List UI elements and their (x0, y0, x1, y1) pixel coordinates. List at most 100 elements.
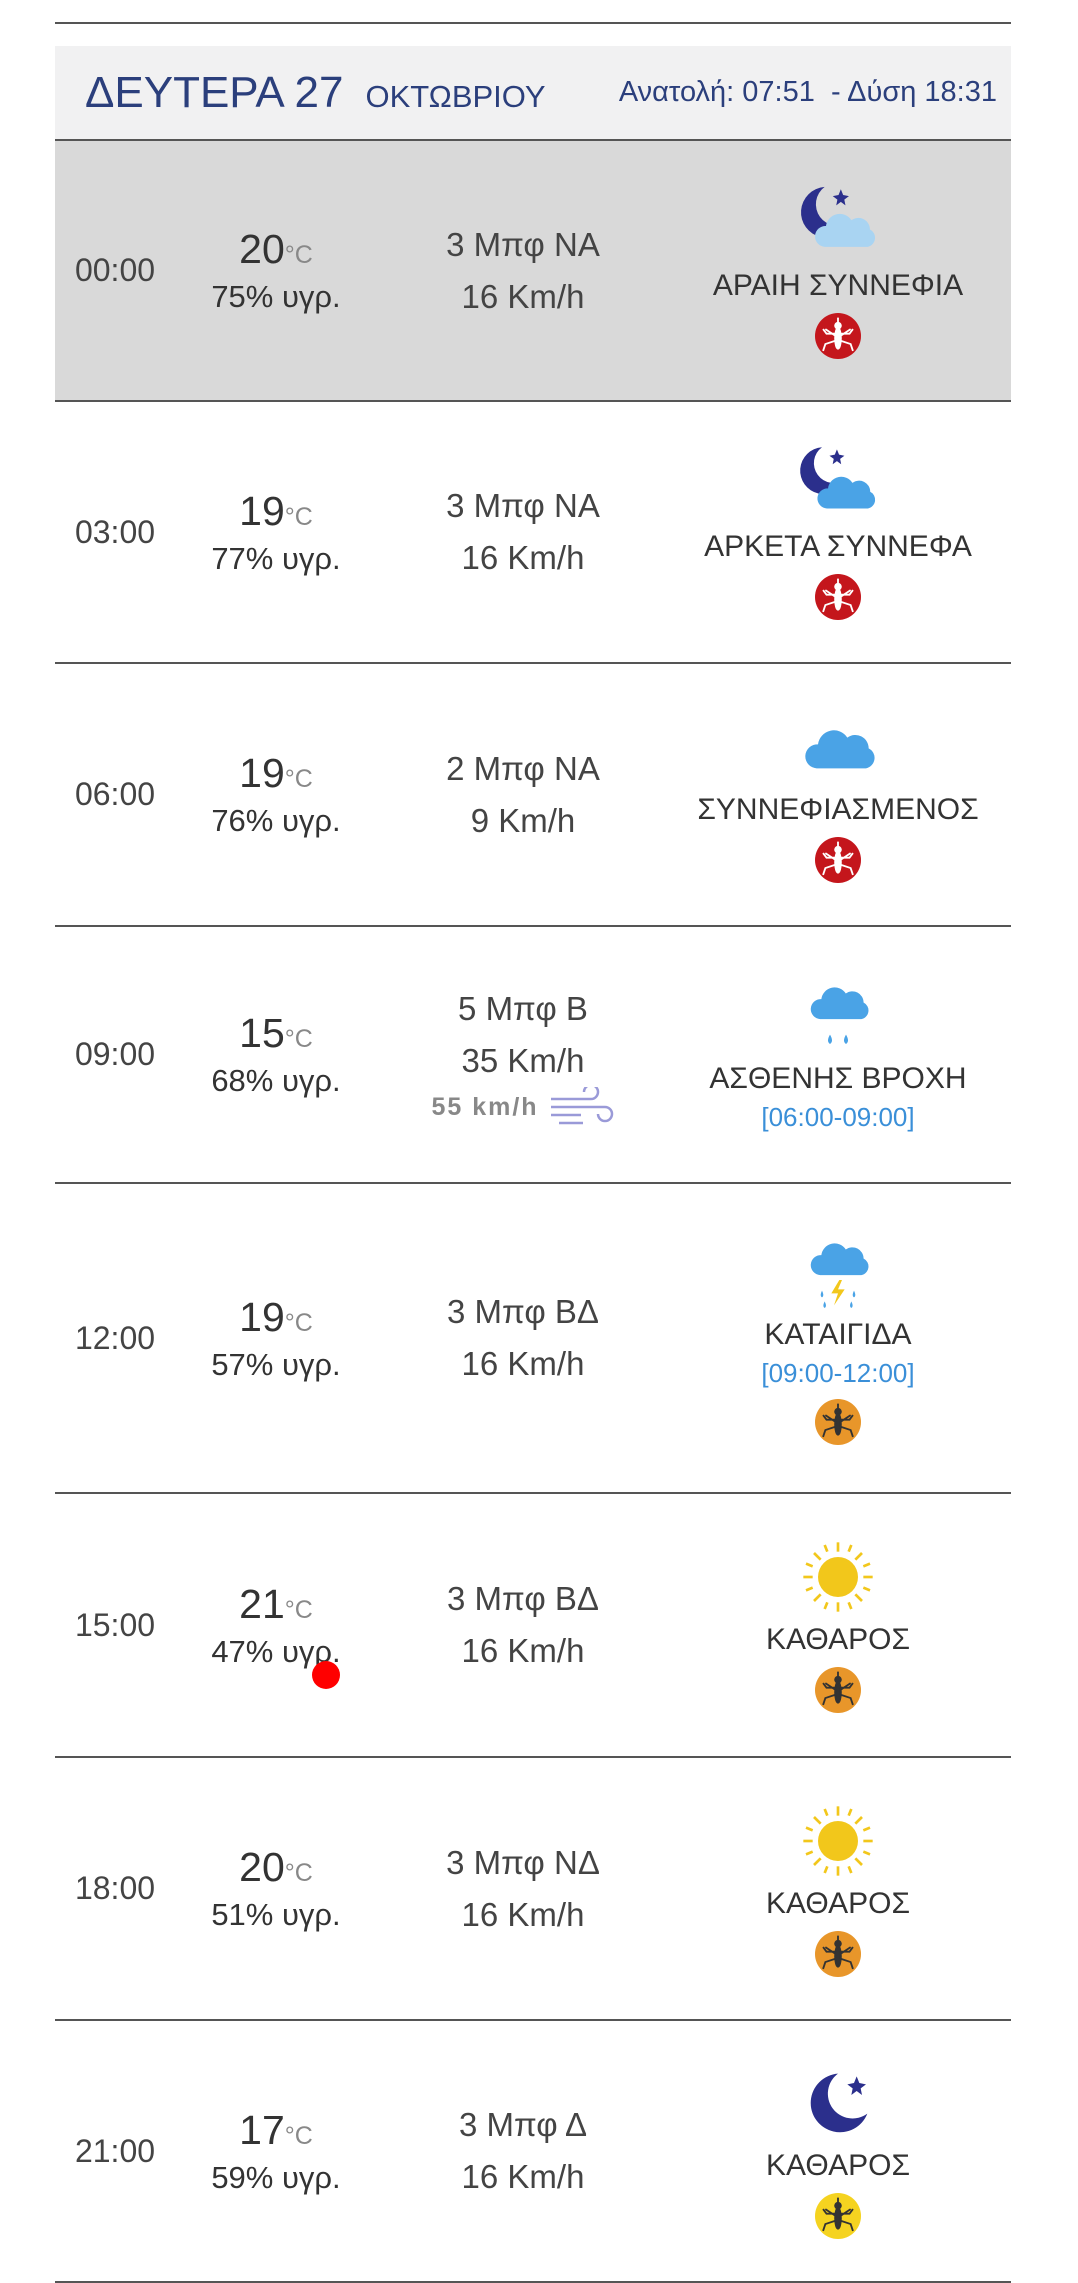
wind-speed: 16 Km/h (461, 2158, 585, 2195)
condition-cell: ΚΑΘΑΡΟΣ (669, 1537, 1007, 1713)
temp-value: 15 (239, 1010, 285, 1056)
temp-value: 17 (239, 2106, 285, 2153)
condition-cell: ΣΥΝΝΕΦΙΑΣΜΕΝΟΣ (669, 707, 1007, 883)
humidity: 59% υγρ. (211, 2159, 341, 2195)
sunrise: Ανατολή: 07:51 (618, 76, 815, 108)
temp-cell: 20°C 75% υγρ. (175, 226, 377, 315)
temp-value: 19 (239, 1293, 285, 1340)
humidity: 51% υγρ. (211, 1897, 341, 1932)
mosquito-badge (815, 574, 861, 620)
condition: ΚΑΘΑΡΟΣ (765, 1623, 911, 1656)
temp-unit: °C (284, 1308, 313, 1337)
humidity: 57% υγρ. (211, 1346, 341, 1382)
temperature: 19°C (239, 488, 313, 535)
wind-speed: 16 Km/h (461, 1632, 585, 1669)
mosquito-badge (815, 312, 861, 359)
mosquito-badge (815, 836, 861, 883)
sun-times: Ανατολή: 07:51 - Δύση 18:31 (619, 76, 997, 109)
time: 12:00 (74, 1319, 156, 1356)
condition-cell: ΑΡΑΙΗ ΣΥΝΝΕΦΙΑ (669, 183, 1007, 359)
gust-speed: 55 km/h (431, 1092, 539, 1121)
temp-unit: °C (284, 241, 313, 269)
time: 09:00 (74, 1036, 156, 1072)
temp-unit: °C (284, 1595, 313, 1624)
day: ΔΕΥΤΕΡΑ 27 (85, 67, 344, 117)
period: [06:00-09:00] (761, 1102, 915, 1132)
temperature: 20°C (239, 1844, 313, 1891)
time: 18:00 (74, 1870, 156, 1906)
temp-unit: °C (284, 502, 313, 531)
temp-cell: 21°C 47% υγρ. (175, 1581, 377, 1689)
time: 15:00 (74, 1606, 156, 1643)
icon-storm (810, 1242, 869, 1308)
forecast-row: 18:00 20°C 51% υγρ. 3 Μπφ ΝΔ 16 Km/h ΚΑΘ… (55, 1758, 1011, 2021)
temp-value: 19 (239, 750, 285, 796)
wind: 2 Μπφ ΝΑ (446, 749, 600, 787)
time: 06:00 (74, 776, 156, 812)
wind-cell: 3 Μπφ Δ 16 Km/h (377, 2099, 669, 2203)
humidity: 68% υγρ. (211, 1063, 341, 1098)
temp-cell: 19°C 76% υγρ. (175, 750, 377, 839)
mosquito-badge (815, 2193, 861, 2239)
condition-cell: ΑΣΘΕΝΗΣ ΒΡΟΧΗ [06:00-09:00] (669, 976, 1007, 1133)
time: 00:00 (74, 252, 156, 288)
wind-cell: 5 Μπφ Β 35 Km/h 55 km/h (377, 983, 669, 1127)
divider (55, 22, 1011, 24)
humidity: 77% υγρ. (211, 540, 341, 576)
condition-cell: ΑΡΚΕΤΑ ΣΥΝΝΕΦΑ (669, 444, 1007, 620)
temperature: 19°C (239, 1294, 313, 1341)
temperature: 21°C (239, 1581, 313, 1628)
wind-cell: 2 Μπφ ΝΑ 9 Km/h (377, 743, 669, 847)
time: 21:00 (74, 2132, 156, 2169)
icon-cloud (805, 729, 875, 768)
icon-moon-cloud (800, 447, 876, 509)
wind: 3 Μπφ ΝΑ (446, 487, 600, 524)
wind-cell: 3 Μπφ ΝΑ 16 Km/h (377, 219, 669, 323)
forecast-row: 03:00 19°C 77% υγρ. 3 Μπφ ΝΑ 16 Km/h ΑΡΚ… (55, 402, 1011, 664)
forecast-row: 06:00 19°C 76% υγρ. 2 Μπφ ΝΑ 9 Km/h ΣΥΝΝ… (55, 664, 1011, 927)
temp-value: 21 (239, 1580, 285, 1627)
temp-cell: 20°C 51% υγρ. (175, 1844, 377, 1933)
condition: ΑΡΑΙΗ ΣΥΝΝΕΦΙΑ (712, 268, 964, 302)
gust: 55 km/h (431, 1086, 614, 1127)
condition: ΚΑΤΑΙΓΙΔΑ (764, 1317, 912, 1351)
sunset: - Δύση 18:31 (831, 76, 997, 108)
wind: 5 Μπφ Β (458, 989, 588, 1027)
temp-cell: 15°C 68% υγρ. (175, 1010, 377, 1099)
temperature: 17°C (239, 2107, 313, 2154)
temp-unit: °C (284, 765, 313, 793)
humidity: 76% υγρ. (211, 803, 341, 838)
icon-sun (801, 1541, 875, 1613)
humidity: 75% υγρ. (211, 279, 341, 314)
wind-cell: 3 Μπφ ΝΑ 16 Km/h (377, 480, 669, 584)
condition: ΚΑΘΑΡΟΣ (765, 1886, 911, 1920)
condition: ΑΡΚΕΤΑ ΣΥΝΝΕΦΑ (704, 530, 972, 563)
condition: ΑΣΘΕΝΗΣ ΒΡΟΧΗ (709, 1062, 967, 1095)
temp-cell: 19°C 57% υγρ. (175, 1294, 377, 1383)
wind-cell: 3 Μπφ ΒΔ 16 Km/h (377, 1286, 669, 1390)
wind-cell: 3 Μπφ ΝΔ 16 Km/h (377, 1837, 669, 1941)
icon-sun (801, 1804, 875, 1877)
forecast-row: 21:00 17°C 59% υγρ. 3 Μπφ Δ 16 Km/h ΚΑΘΑ… (55, 2021, 1011, 2283)
temp-value: 19 (239, 487, 285, 534)
wind-speed: 16 Km/h (461, 277, 585, 315)
icon-moon (810, 2073, 868, 2133)
month: ΟΚΤΩΒΡΙΟΥ (365, 78, 546, 114)
wind: 3 Μπφ Δ (458, 2106, 588, 2143)
condition: ΚΑΘΑΡΟΣ (765, 2149, 911, 2182)
icon-moon-cloud (801, 186, 876, 247)
condition-cell: ΚΑΤΑΙΓΙΔΑ [09:00-12:00] (669, 1232, 1007, 1445)
gust-icon (550, 1086, 613, 1124)
wind-speed: 9 Km/h (470, 801, 576, 839)
wind-speed: 16 Km/h (461, 1345, 585, 1382)
wind-speed: 16 Km/h (461, 539, 585, 576)
temperature: 15°C (239, 1010, 313, 1057)
wind-speed: 35 Km/h (461, 1041, 585, 1079)
wind: 3 Μπφ ΒΔ (447, 1580, 599, 1617)
forecast-row: 15:00 21°C 47% υγρ. 3 Μπφ ΒΔ 16 Km/h ΚΑΘ… (55, 1494, 1011, 1758)
period: [09:00-12:00] (761, 1357, 915, 1388)
temp-value: 20 (239, 226, 285, 272)
temperature: 19°C (239, 750, 313, 797)
temp-unit: °C (284, 2121, 313, 2150)
